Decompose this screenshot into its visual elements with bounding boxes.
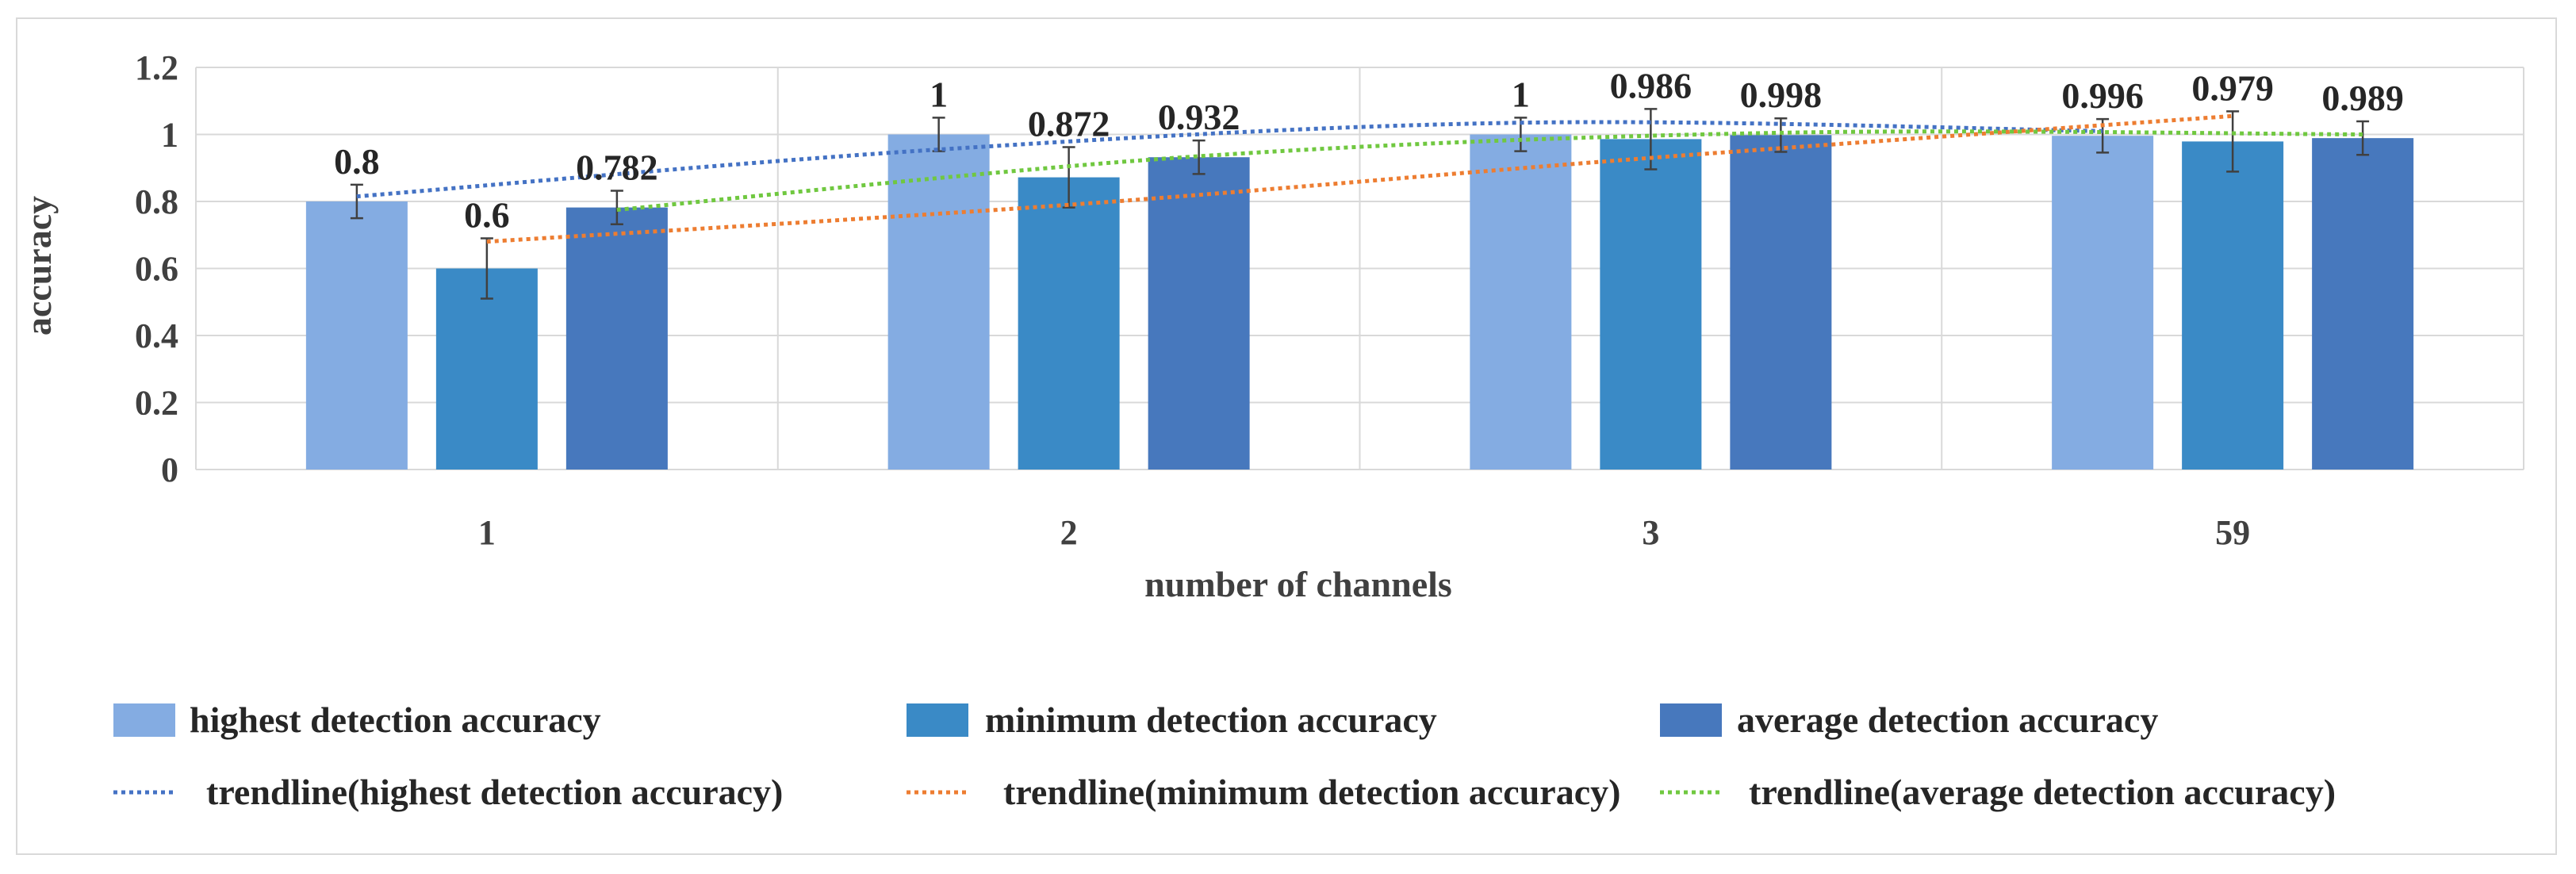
- legend-label-trend-highest: trendline(highest detection accuracy): [206, 772, 783, 812]
- data-label: 0.932: [1158, 97, 1240, 137]
- data-label: 0.782: [576, 147, 658, 187]
- legend-label-average: average detection accuracy: [1737, 700, 2158, 740]
- trendline: [356, 120, 2103, 199]
- axes: 0 0.2 0.4 0.6 0.8 1 1.2 1 2 3 59: [135, 48, 2250, 552]
- y-tick-label: 1.2: [135, 48, 178, 87]
- x-tick-label: 59: [2215, 513, 2250, 552]
- data-label: 0.996: [2061, 75, 2144, 116]
- data-label: 0.986: [1610, 65, 1692, 105]
- y-axis-title: accuracy: [18, 196, 59, 335]
- bar: [435, 268, 538, 470]
- bar: [305, 201, 408, 470]
- legend-swatch-highest: [113, 703, 175, 737]
- x-axis-title: number of channels: [1144, 564, 1452, 604]
- trendlines: [356, 113, 2363, 244]
- bar: [2182, 141, 2284, 470]
- legend-label-highest: highest detection accuracy: [190, 700, 601, 740]
- bars: [305, 134, 2414, 470]
- data-label: 1: [930, 74, 948, 114]
- y-tick-label: 1: [161, 116, 178, 155]
- bar: [2312, 138, 2414, 470]
- x-tick-label: 2: [1060, 513, 1078, 552]
- bar: [1148, 157, 1250, 470]
- trendline: [486, 113, 2233, 244]
- bar: [887, 134, 990, 470]
- legend-swatch-average: [1660, 703, 1722, 737]
- data-label: 0.998: [1740, 75, 1823, 115]
- bar: [1730, 135, 1832, 470]
- legend-swatch-minimum: [907, 703, 968, 737]
- y-tick-label: 0: [161, 450, 178, 489]
- error-bars: [350, 108, 2370, 300]
- data-label: 1: [1512, 74, 1530, 114]
- data-label: 0.989: [2321, 78, 2404, 118]
- y-tick-label: 0.8: [135, 182, 178, 221]
- bar: [2052, 136, 2154, 470]
- x-tick-label: 1: [478, 513, 496, 552]
- bar: [1470, 134, 1572, 470]
- legend-label-trend-average: trendline(average detection accuracy): [1749, 772, 2336, 812]
- data-label: 0.6: [464, 194, 510, 235]
- y-tick-label: 0.6: [135, 250, 178, 289]
- data-label: 0.8: [334, 141, 380, 182]
- y-tick-label: 0.4: [135, 316, 178, 355]
- chart-svg: 0.8 1 1 0.996 0.6 0.872 0.986 0.979 0.782 0.932 0.…: [18, 48, 2524, 812]
- y-tick-label: 0.2: [135, 384, 178, 423]
- bar: [1018, 177, 1120, 470]
- grid: [195, 67, 2524, 470]
- data-label: 0.872: [1028, 104, 1110, 144]
- bar: [1600, 139, 1702, 470]
- trendline: [616, 129, 2363, 213]
- legend-label-trend-minimum: trendline(minimum detection accuracy): [1003, 772, 1620, 812]
- data-label: 0.979: [2191, 67, 2274, 108]
- legend: highest detection accuracy minimum detec…: [113, 700, 2336, 812]
- data-labels: 0.8 1 1 0.996 0.6 0.872 0.986 0.979 0.782 0.932 0.…: [334, 65, 2404, 235]
- bar: [565, 207, 668, 470]
- chart-frame: 0.8 1 1 0.996 0.6 0.872 0.986 0.979 0.782 0.932 0.…: [16, 17, 2557, 855]
- legend-label-minimum: minimum detection accuracy: [985, 700, 1437, 740]
- x-tick-label: 3: [1642, 513, 1659, 552]
